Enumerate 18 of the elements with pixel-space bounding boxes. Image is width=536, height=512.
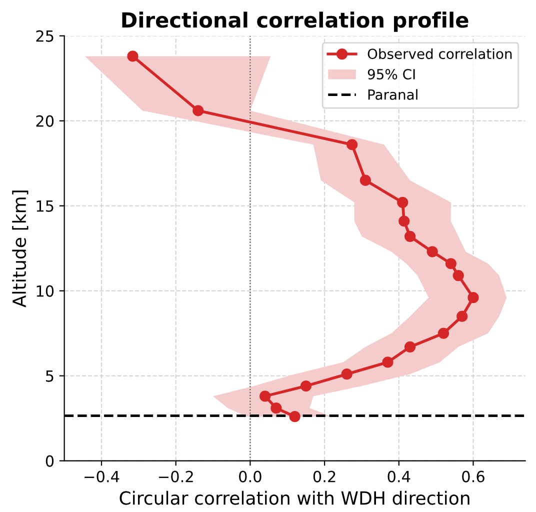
legend-label: 95% CI [368, 68, 415, 80]
y-tick-label: 15 [36, 200, 54, 212]
y-tick-label: 5 [46, 370, 54, 382]
chart-title: Directional correlation profile [122, 12, 468, 32]
legend-label: Observed correlation [368, 48, 512, 60]
x-tick-label: 0.6 [462, 470, 484, 482]
y-tick-label: 25 [36, 30, 54, 42]
x-tick-label: 0.2 [313, 470, 336, 482]
x-tick-label: 0.0 [239, 470, 262, 482]
y-tick-label: 10 [36, 285, 54, 297]
x-axis-title: Circular correlation with WDH direction [120, 490, 470, 505]
x-tick-label: 0.4 [388, 470, 410, 482]
x-tick-label: −0.2 [158, 470, 193, 482]
legend-label: Paranal [368, 89, 418, 100]
x-tick-label: −0.4 [84, 470, 120, 482]
y-axis-title: Altitude [km] [12, 190, 28, 308]
y-tick-label: 20 [36, 115, 54, 127]
y-tick-label: 0 [46, 455, 54, 467]
